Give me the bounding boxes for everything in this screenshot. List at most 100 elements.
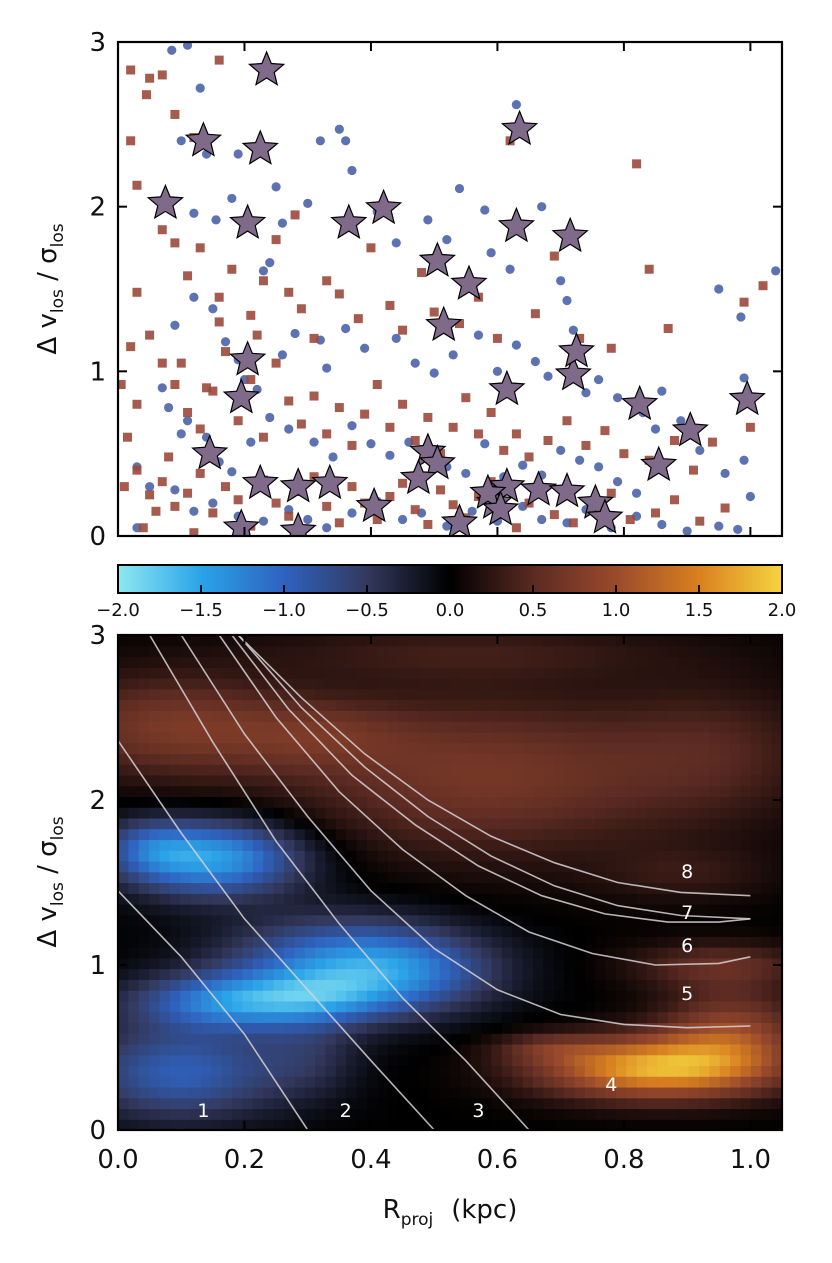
scatter-point-red bbox=[233, 495, 243, 505]
heatmap-cell bbox=[460, 785, 472, 798]
heatmap-cell bbox=[512, 828, 524, 841]
heatmap-cell bbox=[533, 742, 544, 754]
heatmap-cell bbox=[118, 1054, 129, 1067]
heatmap-cell bbox=[636, 1000, 648, 1013]
heatmap-cell bbox=[367, 1011, 378, 1023]
heatmap-cell bbox=[574, 753, 586, 765]
heatmap-cell bbox=[481, 731, 493, 744]
heatmap-cell bbox=[128, 1076, 140, 1088]
heatmap-cell bbox=[636, 1022, 648, 1034]
scatter-point-red bbox=[309, 391, 319, 401]
heatmap-cell bbox=[667, 925, 679, 937]
heatmap-cell bbox=[584, 817, 596, 830]
heatmap-cell bbox=[491, 1108, 503, 1120]
heatmap-cell bbox=[315, 753, 327, 765]
scatter-point-red bbox=[385, 422, 395, 432]
heatmap-cell bbox=[626, 1011, 638, 1023]
heatmap-cell bbox=[252, 764, 264, 776]
heatmap-cell bbox=[730, 839, 742, 851]
heatmap-cell bbox=[543, 731, 555, 744]
heatmap-cell bbox=[709, 753, 721, 765]
heatmap-cell bbox=[636, 1086, 648, 1099]
heatmap-cell bbox=[470, 850, 482, 862]
heatmap-cell bbox=[356, 1086, 368, 1099]
heatmap-cell bbox=[491, 850, 503, 862]
heatmap-cell bbox=[553, 656, 565, 668]
scatter-point-red bbox=[284, 511, 294, 521]
heatmap-cell bbox=[512, 1086, 524, 1099]
heatmap-cell bbox=[252, 1065, 264, 1077]
heatmap-cell bbox=[771, 710, 782, 722]
heatmap-cell bbox=[398, 850, 410, 862]
heatmap-cell bbox=[605, 1086, 617, 1099]
heatmap-cell bbox=[284, 1108, 295, 1120]
heatmap-cell bbox=[667, 1022, 679, 1034]
heatmap-cell bbox=[605, 688, 617, 701]
heatmap-cell bbox=[460, 1097, 472, 1110]
heatmap-cell bbox=[595, 957, 607, 970]
heatmap-cell bbox=[667, 936, 679, 948]
heatmap-cell bbox=[688, 1065, 700, 1077]
heatmap-cell bbox=[719, 850, 731, 862]
heatmap-cell bbox=[574, 979, 586, 991]
heatmap-cell bbox=[543, 699, 555, 711]
scatter-point-red bbox=[448, 422, 458, 432]
heatmap-cell bbox=[304, 1043, 316, 1056]
heatmap-cell bbox=[657, 1022, 669, 1034]
heatmap-cell bbox=[667, 667, 679, 679]
heatmap-cell bbox=[159, 688, 171, 701]
heatmap-cell bbox=[252, 1076, 264, 1088]
heatmap-cell bbox=[398, 990, 410, 1002]
heatmap-cell bbox=[315, 914, 327, 927]
heatmap-cell bbox=[595, 882, 607, 894]
heatmap-cell bbox=[522, 1054, 534, 1067]
heatmap-cell bbox=[574, 710, 586, 722]
heatmap-cell bbox=[190, 796, 202, 808]
heatmap-cell bbox=[595, 947, 607, 959]
heatmap-cell bbox=[418, 731, 430, 744]
heatmap-cell bbox=[522, 1119, 534, 1130]
heatmap-cell bbox=[481, 914, 493, 927]
heatmap-cell bbox=[315, 721, 327, 733]
heatmap-cell bbox=[263, 699, 275, 711]
heatmap-cell bbox=[284, 839, 295, 851]
heatmap-cell bbox=[450, 635, 461, 647]
heatmap-cell bbox=[636, 914, 648, 927]
heatmap-cell bbox=[118, 688, 129, 701]
heatmap-cell bbox=[294, 817, 306, 830]
heatmap-cell bbox=[252, 1000, 264, 1013]
heatmap-cell bbox=[470, 936, 482, 948]
heatmap-cell bbox=[335, 699, 347, 711]
heatmap-cell bbox=[325, 936, 337, 948]
heatmap-cell bbox=[501, 860, 513, 873]
heatmap-cell bbox=[616, 656, 627, 668]
heatmap-cell bbox=[335, 678, 347, 690]
heatmap-cell bbox=[553, 635, 565, 647]
heatmap-cell bbox=[678, 979, 690, 991]
heatmap-cell bbox=[657, 807, 669, 819]
heatmap-cell bbox=[501, 979, 513, 991]
heatmap-cell bbox=[335, 731, 347, 744]
heatmap-cell bbox=[657, 979, 669, 991]
heatmap-cell bbox=[149, 1097, 161, 1110]
heatmap-cell bbox=[512, 742, 524, 754]
scatter-point-blue bbox=[277, 218, 288, 228]
heatmap-cell bbox=[522, 796, 534, 808]
heatmap-cell bbox=[346, 957, 358, 970]
heatmap-cell bbox=[273, 807, 285, 819]
heatmap-cell bbox=[636, 678, 648, 690]
heatmap-cell bbox=[221, 645, 233, 658]
heatmap-cell bbox=[657, 936, 669, 948]
heatmap-cell bbox=[750, 925, 762, 937]
heatmap-cell bbox=[647, 936, 659, 948]
heatmap-cell bbox=[460, 947, 472, 959]
heatmap-cell bbox=[180, 1065, 192, 1077]
heatmap-cell bbox=[377, 688, 389, 701]
heatmap-cell bbox=[491, 979, 503, 991]
heatmap-cell bbox=[501, 936, 513, 948]
heatmap-cell bbox=[501, 947, 513, 959]
heatmap-cell bbox=[771, 839, 782, 851]
heatmap-cell bbox=[626, 893, 638, 905]
heatmap-cell bbox=[418, 1054, 430, 1067]
heatmap-cell bbox=[356, 667, 368, 679]
